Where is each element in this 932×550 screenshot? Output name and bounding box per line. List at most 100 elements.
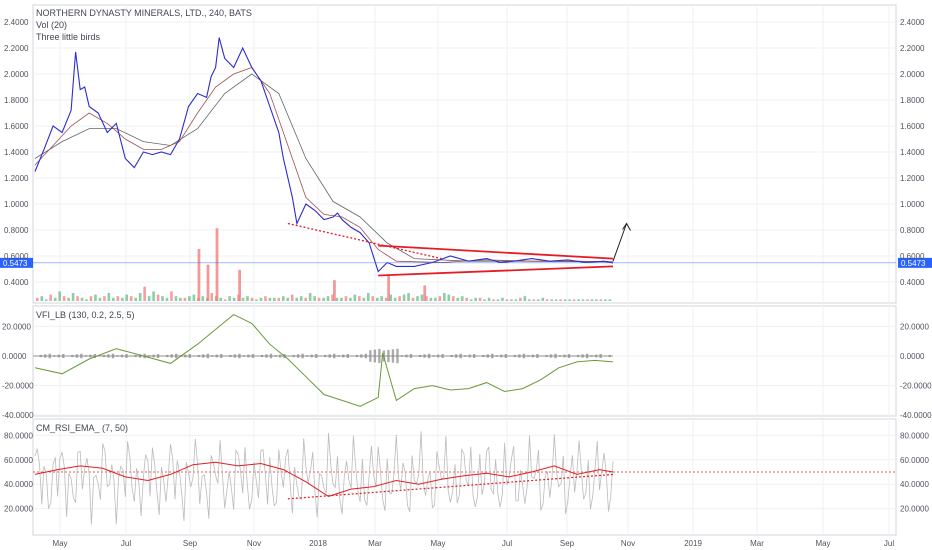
- vfi-histogram-bar: [215, 354, 219, 358]
- volume-spike-bar: [387, 275, 391, 301]
- vfi-histogram-bar: [247, 354, 250, 358]
- volume-bar: [44, 299, 48, 301]
- volume-legend: Vol (20): [36, 20, 67, 30]
- price-tick-right: 1.8000: [900, 96, 925, 105]
- panel-frames: [32, 4, 897, 536]
- volume-bar: [483, 299, 486, 301]
- volume-bar: [94, 294, 97, 301]
- x-tick-label: Jul: [502, 539, 512, 548]
- vfi-histogram-bar: [197, 354, 200, 358]
- volume-bar: [313, 296, 316, 301]
- vfi-histogram-bar: [44, 354, 47, 358]
- x-tick-label: May: [430, 539, 445, 548]
- volume-bar: [510, 299, 513, 301]
- volume-bar: [286, 297, 290, 301]
- volume-bar: [179, 297, 182, 301]
- volume-bar: [443, 293, 446, 301]
- vfi-histogram-bar: [509, 355, 512, 357]
- volume-bar: [282, 296, 285, 301]
- vfi-histogram-bar: [314, 354, 318, 358]
- price-tick-right: 2.0000: [900, 70, 925, 79]
- vfi-histogram-bar: [242, 355, 246, 357]
- breakout-arrow: [612, 223, 628, 262]
- vfi-histogram-bar: [84, 355, 88, 357]
- vfi-histogram-bar: [39, 354, 42, 358]
- vfi-histogram-bar: [418, 354, 422, 358]
- vfi-histogram-bar: [536, 354, 539, 358]
- volume-bar: [375, 297, 379, 301]
- vfi-histogram-bar: [165, 354, 169, 358]
- rsi-tick-left: 40.0000: [4, 480, 33, 489]
- volume-bar: [577, 299, 580, 301]
- vfi-histogram-bar: [500, 354, 503, 358]
- volume-bar: [143, 286, 146, 301]
- vfi-histogram-bar: [364, 353, 368, 359]
- volume-bar: [590, 299, 594, 301]
- vfi-histogram-bar: [351, 355, 354, 357]
- volume-bar: [469, 299, 473, 301]
- last-price-label-left: 0.5473: [3, 259, 28, 268]
- vfi-histogram-bar: [346, 354, 349, 358]
- vfi-histogram-bar: [396, 348, 399, 364]
- vfi-histogram-bar: [107, 354, 110, 358]
- vfi-histogram-bar: [337, 355, 340, 357]
- price-panel-frame: [32, 4, 897, 304]
- volume-bar: [116, 296, 120, 301]
- vfi-histogram-bar: [138, 354, 142, 358]
- vfi-histogram-bar: [296, 354, 300, 358]
- vfi-histogram-bar: [400, 355, 404, 357]
- volume-bar: [107, 293, 111, 301]
- vfi-histogram-bar: [301, 353, 304, 359]
- volume-bar: [241, 297, 245, 301]
- vfi-histogram-bar: [360, 354, 363, 358]
- y-axes: 2.4000 2.4000 2.2000 2.2000 2.0000 2.0000 1.80…: [2, 18, 932, 514]
- x-tick-label: Mar: [368, 539, 382, 548]
- vfi-histogram-bar: [274, 355, 277, 357]
- price-tick-left: 0.4000: [4, 278, 29, 287]
- price-tick-left: 0.6000: [4, 252, 29, 261]
- volume-bar: [384, 297, 388, 301]
- vfi-histogram-bar: [319, 355, 322, 357]
- rsi-legend: CM_RSI_EMA_ (7, 50): [36, 423, 128, 433]
- rsi-ema-line: [34, 461, 614, 497]
- vfi-histogram-bar: [518, 354, 521, 358]
- last-price-label-right: 0.5473: [901, 259, 926, 268]
- volume-bar: [340, 297, 343, 301]
- volume-bars: [36, 228, 612, 301]
- vfi-histogram-bar: [238, 353, 241, 359]
- price-tick-right: 0.6000: [900, 252, 925, 261]
- volume-bar: [519, 297, 522, 301]
- volume-bar: [604, 299, 607, 301]
- volume-bar: [138, 293, 142, 301]
- rsi-tick-right: 20.0000: [900, 505, 929, 514]
- vfi-histogram-bar: [378, 349, 381, 363]
- price-tick-left: 2.2000: [4, 44, 29, 53]
- vfi-histogram-bar: [35, 355, 38, 357]
- volume-bar: [393, 297, 397, 301]
- volume-bar: [36, 297, 39, 301]
- volume-bar: [460, 296, 464, 301]
- price-tick-right: 1.2000: [900, 174, 925, 183]
- vfi-histogram-bar: [188, 354, 191, 358]
- volume-bar: [223, 299, 227, 301]
- vfi-histogram-bar: [278, 354, 282, 358]
- vfi-histogram-bar: [66, 355, 70, 357]
- last-price-badge-right: [898, 257, 932, 268]
- volume-bar: [407, 293, 410, 301]
- volume-bar: [416, 296, 419, 301]
- volume-bar: [295, 297, 299, 301]
- vfi-histogram-bar: [116, 355, 119, 357]
- vfi-histogram-bar: [590, 355, 593, 357]
- vfi-histogram-bar: [111, 353, 115, 359]
- lower-triangle-line: [378, 265, 614, 277]
- volume-bar: [317, 297, 321, 301]
- rsi-tick-right: 80.0000: [900, 431, 929, 440]
- vfi-histogram-bar: [224, 355, 228, 357]
- vfi-histogram-bar: [427, 353, 431, 359]
- volume-bar: [492, 299, 495, 301]
- volume-bar: [398, 296, 401, 301]
- volume-bar: [299, 296, 303, 301]
- price-tick-left: 1.6000: [4, 122, 29, 131]
- vfi-histogram-bar: [57, 354, 60, 358]
- price-tick-left: 1.2000: [4, 174, 29, 183]
